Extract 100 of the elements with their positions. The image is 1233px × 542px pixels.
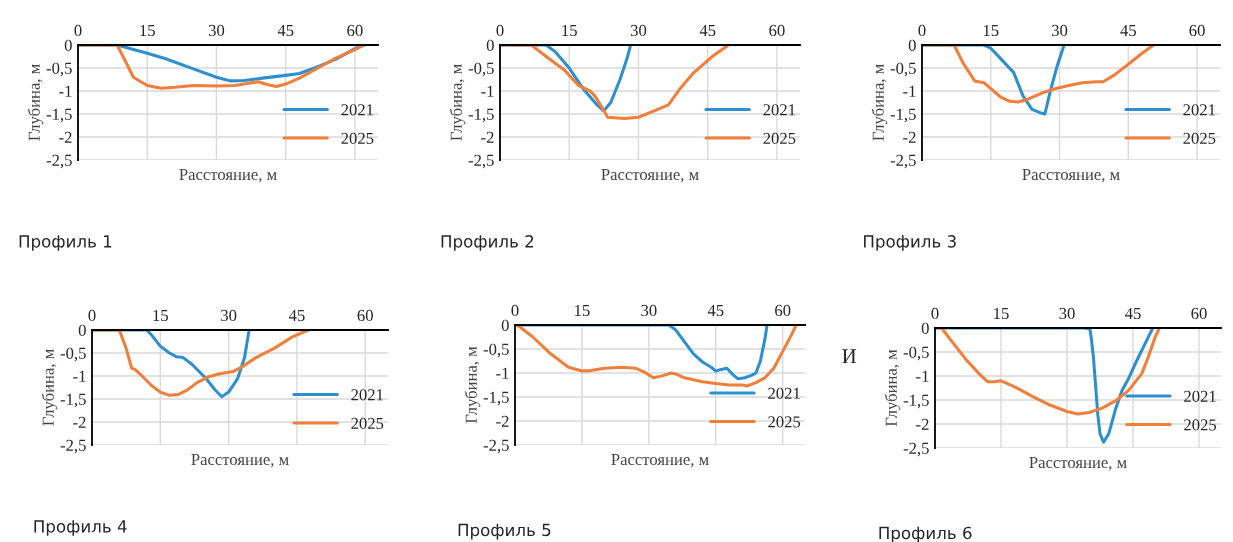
line-series — [500, 45, 730, 121]
text: Профиль 6 — [879, 526, 972, 542]
x-tick-label: 30 — [1059, 307, 1075, 320]
x-tick-label: 45 — [1120, 24, 1136, 37]
y-tick-label: -1 — [496, 367, 509, 379]
x-tick-label: 60 — [357, 309, 373, 322]
y-axis-title: Глубина, м — [464, 346, 481, 424]
legend-label: 2025 — [341, 132, 374, 144]
x-tick-label: 30 — [641, 304, 657, 317]
y-tick-label: -2 — [916, 418, 929, 430]
y-tick-label: -0,5 — [890, 62, 916, 77]
y-tick-label: 0 — [921, 322, 929, 334]
x-tick-label: 0 — [88, 309, 96, 322]
legend-label: 2021 — [1183, 104, 1215, 116]
x-tick-label: 15 — [575, 304, 590, 317]
y-tick-label: 0 — [908, 39, 916, 51]
x-tick-label: 45 — [288, 309, 305, 322]
x-axis-title: Расстояние, м — [191, 453, 289, 468]
y-tick-label: -2,5 — [468, 154, 494, 169]
y-tick-label: -2 — [496, 415, 509, 427]
legend-label: 2021 — [1184, 390, 1216, 402]
y-tick-label: -2,5 — [46, 154, 72, 169]
x-axis-title: Расстояние, м — [601, 168, 699, 183]
y-axis-title: Глубина, м — [27, 64, 44, 141]
y-tick-label: -1,5 — [903, 394, 929, 409]
x-tick-label: 60 — [775, 304, 791, 317]
text: Профиль 5 — [458, 523, 551, 540]
y-tick-label: -0,5 — [46, 62, 72, 77]
x-tick-label: 15 — [153, 309, 168, 322]
x-tick-label: 15 — [994, 307, 1009, 320]
x-tick-label: 30 — [221, 309, 237, 322]
y-axis-title: Глубина, м — [449, 64, 466, 141]
y-tick-label: -2 — [59, 131, 72, 143]
text: Профиль 2 — [441, 235, 534, 251]
x-tick-label: 30 — [208, 24, 225, 37]
text: И — [842, 349, 857, 364]
x-tick-label: 60 — [347, 24, 363, 37]
x-axis-title: Расстояние, м — [179, 168, 277, 183]
x-tick-label: 45 — [707, 304, 724, 317]
x-tick-label: 60 — [769, 24, 785, 37]
y-tick-label: -0,5 — [903, 346, 929, 361]
y-tick-label: 0 — [486, 39, 494, 51]
x-tick-label: 45 — [699, 24, 716, 37]
y-tick-label: -1 — [903, 85, 916, 97]
y-tick-label: 0 — [78, 324, 86, 336]
x-tick-label: 30 — [1052, 24, 1068, 37]
y-tick-label: -1,5 — [46, 108, 72, 123]
line-series — [935, 328, 1161, 416]
x-tick-label: 30 — [630, 24, 647, 37]
y-tick-label: -1,5 — [890, 108, 916, 123]
line-series — [515, 325, 798, 388]
x-axis-title: Расстояние, м — [1022, 168, 1120, 183]
x-tick-label: 45 — [1124, 307, 1141, 320]
y-tick-label: -0,5 — [468, 62, 494, 77]
y-axis-title: Глубина, м — [871, 64, 888, 141]
x-tick-label: 15 — [562, 24, 577, 37]
y-tick-label: -1 — [916, 370, 929, 382]
x-tick-label: 0 — [511, 304, 519, 317]
y-tick-label: -0,5 — [483, 343, 509, 358]
x-tick-label: 60 — [1191, 307, 1207, 320]
line-series — [922, 45, 1156, 104]
y-tick-label: -0,5 — [60, 347, 86, 362]
y-tick-label: -1,5 — [483, 391, 509, 406]
y-tick-label: -1 — [59, 85, 72, 97]
y-tick-label: -2 — [73, 416, 86, 428]
text: Профиль 1 — [19, 235, 112, 251]
y-axis-title: Глубина, м — [41, 349, 58, 426]
legend-label: 2021 — [351, 389, 383, 401]
line-series — [92, 330, 310, 397]
y-tick-label: -2,5 — [903, 442, 929, 457]
legend-label: 2025 — [768, 416, 801, 428]
y-tick-label: -2 — [903, 131, 916, 143]
x-axis-title: Расстояние, м — [611, 453, 709, 468]
line-series — [78, 45, 366, 90]
x-tick-label: 15 — [983, 24, 999, 37]
x-tick-label: 60 — [1189, 24, 1205, 37]
y-tick-label: -1 — [73, 370, 86, 382]
x-axis-title: Расстояние, м — [1029, 456, 1127, 471]
legend-label: 2021 — [763, 104, 795, 116]
x-tick-label: 45 — [277, 24, 294, 37]
y-tick-label: -2 — [481, 131, 494, 143]
y-tick-label: -1,5 — [60, 393, 86, 408]
x-tick-label: 15 — [140, 24, 155, 37]
y-axis-title: Глубина, м — [884, 349, 901, 427]
legend-label: 2021 — [768, 387, 800, 399]
y-tick-label: 0 — [64, 39, 72, 51]
legend-label: 2021 — [341, 104, 373, 116]
y-tick-label: -2,5 — [483, 439, 509, 454]
x-tick-label: 0 — [931, 307, 939, 320]
legend-label: 2025 — [1183, 132, 1216, 144]
legend-label: 2025 — [763, 132, 796, 144]
text: Профиль 3 — [864, 235, 956, 251]
y-tick-label: -1,5 — [468, 108, 494, 123]
y-tick-label: -2,5 — [60, 439, 86, 454]
text: Профиль 4 — [34, 520, 127, 536]
legend-label: 2025 — [1184, 419, 1217, 431]
legend-label: 2025 — [351, 417, 384, 429]
y-tick-label: -1 — [481, 85, 494, 97]
y-tick-label: -2,5 — [890, 154, 916, 169]
y-tick-label: 0 — [501, 319, 509, 331]
